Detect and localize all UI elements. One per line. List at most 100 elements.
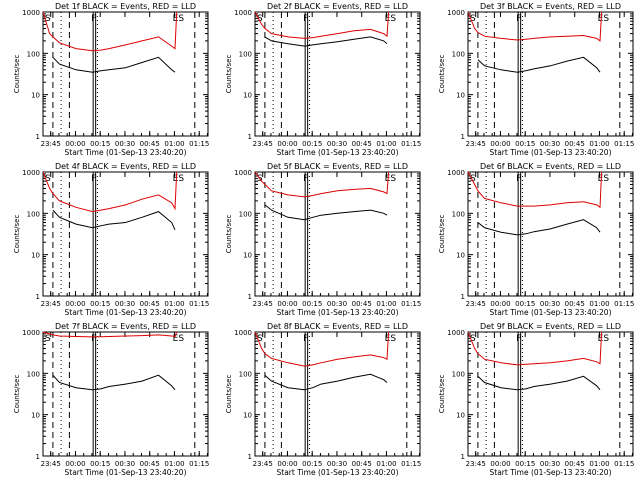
x-tick-label: 01:15 <box>614 140 634 148</box>
marker-label-start: S <box>470 14 476 24</box>
marker-label-end: ES <box>385 174 397 184</box>
x-tick-label: 00:00 <box>490 460 510 468</box>
y-tick-label: 1000 <box>447 9 465 17</box>
series-line-lld <box>467 11 603 42</box>
marker-label-mid: F <box>91 14 96 24</box>
series-line-events <box>52 374 176 391</box>
panel-7f: Det 7f BLACK = Events, RED = LLD S F ES 1 10 1… <box>13 322 209 477</box>
marker-label-end: ES <box>598 174 610 184</box>
y-tick-label: 10 <box>456 412 465 420</box>
x-axis-label: Start Time (01-Sep-13 23:40:20) <box>490 468 612 477</box>
x-tick-label: 23:45 <box>253 460 273 468</box>
y-axis-label: Counts/sec <box>225 215 233 254</box>
panel-4f: Det 4f BLACK = Events, RED = LLD S F ES 1 10 1… <box>13 162 209 317</box>
y-tick-label: 100 <box>239 370 252 378</box>
x-tick-label: 00:15 <box>90 140 110 148</box>
panel-title: Det 1f BLACK = Events, RED = LLD <box>55 2 196 11</box>
x-tick-label: 00:30 <box>540 140 560 148</box>
y-tick-label: 10 <box>456 92 465 100</box>
x-tick-label: 00:30 <box>115 140 135 148</box>
x-tick-label: 00:30 <box>540 300 560 308</box>
y-tick-label: 10 <box>31 92 40 100</box>
marker-label-mid: F <box>516 334 521 344</box>
panel-title: Det 7f BLACK = Events, RED = LLD <box>55 322 196 331</box>
x-tick-label: 00:00 <box>65 460 85 468</box>
y-tick-label: 100 <box>452 370 465 378</box>
x-axis-label: Start Time (01-Sep-13 23:40:20) <box>65 148 187 157</box>
y-tick-label: 1 <box>248 133 252 141</box>
panel-6f: Det 6f BLACK = Events, RED = LLD S F ES 1 10 1… <box>438 162 634 317</box>
x-tick-label: 01:00 <box>376 460 396 468</box>
y-tick-label: 100 <box>27 210 40 218</box>
series-line-lld <box>467 171 603 209</box>
marker-label-end: ES <box>385 14 397 24</box>
series-line-events <box>477 56 601 73</box>
x-tick-label: 00:00 <box>277 140 297 148</box>
plot-frame <box>254 331 421 457</box>
y-tick-label: 10 <box>31 252 40 260</box>
y-tick-label: 100 <box>27 50 40 58</box>
x-tick-label: 00:15 <box>515 300 535 308</box>
x-tick-label: 00:45 <box>352 140 372 148</box>
series-line-events <box>52 56 176 73</box>
y-tick-label: 1000 <box>447 329 465 337</box>
marker-label-mid: F <box>91 174 96 184</box>
panel-title: Det 8f BLACK = Events, RED = LLD <box>267 322 408 331</box>
x-axis-label: Start Time (01-Sep-13 23:40:20) <box>277 148 399 157</box>
x-tick-label: 00:15 <box>302 140 322 148</box>
y-tick-label: 100 <box>239 210 252 218</box>
x-tick-label: 00:45 <box>352 300 372 308</box>
x-axis-label: Start Time (01-Sep-13 23:40:20) <box>277 468 399 477</box>
y-tick-label: 10 <box>243 252 252 260</box>
x-tick-label: 01:15 <box>614 300 634 308</box>
x-axis-label: Start Time (01-Sep-13 23:40:20) <box>65 308 187 317</box>
y-axis-label: Counts/sec <box>438 375 446 414</box>
plot-frame <box>42 331 209 457</box>
x-tick-label: 00:45 <box>352 460 372 468</box>
marker-label-end: ES <box>598 334 610 344</box>
marker-label-start: S <box>45 334 51 344</box>
x-tick-label: 23:45 <box>41 140 61 148</box>
x-tick-label: 00:45 <box>565 300 585 308</box>
series-line-lld <box>254 11 390 39</box>
x-tick-label: 01:00 <box>164 460 184 468</box>
plot-frame <box>254 171 421 297</box>
series-line-lld <box>254 331 390 367</box>
marker-label-start: S <box>257 14 263 24</box>
x-tick-label: 01:15 <box>189 140 209 148</box>
x-tick-label: 00:00 <box>490 140 510 148</box>
marker-label-start: S <box>45 174 51 184</box>
panel-title: Det 2f BLACK = Events, RED = LLD <box>267 2 408 11</box>
y-axis-label: Counts/sec <box>438 55 446 94</box>
x-tick-label: 23:45 <box>41 460 61 468</box>
y-tick-label: 1000 <box>22 329 40 337</box>
panel-title: Det 5f BLACK = Events, RED = LLD <box>267 162 408 171</box>
x-tick-label: 01:15 <box>614 460 634 468</box>
series-line-events <box>264 204 388 221</box>
x-tick-label: 23:45 <box>466 300 486 308</box>
x-axis-label: Start Time (01-Sep-13 23:40:20) <box>277 308 399 317</box>
y-tick-label: 100 <box>27 370 40 378</box>
marker-label-start: S <box>470 174 476 184</box>
x-tick-label: 23:45 <box>41 300 61 308</box>
panel-2f: Det 2f BLACK = Events, RED = LLD S F ES 1 10 1… <box>225 2 421 157</box>
y-tick-label: 1000 <box>234 329 252 337</box>
x-tick-label: 01:15 <box>401 140 421 148</box>
y-tick-label: 1000 <box>234 9 252 17</box>
x-tick-label: 23:45 <box>253 140 273 148</box>
y-tick-label: 1000 <box>234 169 252 177</box>
panel-8f: Det 8f BLACK = Events, RED = LLD S F ES 1 10 1… <box>225 322 421 477</box>
x-tick-label: 00:00 <box>277 300 297 308</box>
y-tick-label: 1 <box>36 293 40 301</box>
x-tick-label: 01:15 <box>401 300 421 308</box>
series-line-events <box>264 36 388 47</box>
y-tick-label: 1 <box>461 133 465 141</box>
panel-3f: Det 3f BLACK = Events, RED = LLD S F ES 1 10 1… <box>438 2 634 157</box>
y-axis-label: Counts/sec <box>13 215 21 254</box>
marker-label-mid: F <box>91 334 96 344</box>
x-tick-label: 00:45 <box>565 460 585 468</box>
x-tick-label: 00:15 <box>302 300 322 308</box>
y-axis-label: Counts/sec <box>438 215 446 254</box>
